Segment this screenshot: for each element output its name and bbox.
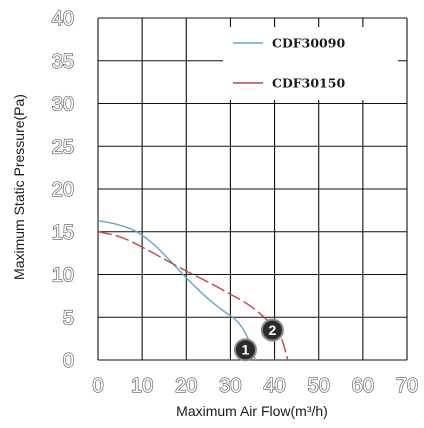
x-tick-label: 30	[219, 375, 241, 397]
point-markers: 12	[233, 318, 284, 362]
marker-label-2: 2	[268, 322, 276, 338]
y-tick-label: 30	[52, 94, 74, 116]
y-tick-label: 40	[52, 8, 74, 30]
legend-label-cdf30090: CDF30090	[272, 36, 345, 51]
marker-badge-2	[260, 318, 284, 342]
series-line-cdf30090	[97, 219, 256, 361]
x-tick-label: 20	[175, 375, 197, 397]
y-tick-label: 25	[52, 136, 74, 158]
x-tick-label: 10	[131, 375, 153, 397]
y-tick-label: 10	[52, 265, 74, 287]
y-tick-label: 15	[52, 222, 74, 244]
y-axis-title: Maximum Static Pressure(Pa)	[11, 94, 27, 280]
x-tick-label: 40	[263, 375, 285, 397]
x-tick-label: 70	[396, 375, 418, 397]
y-tick-labels: 0 5 10 15 20 25 30 35 40	[51, 7, 75, 372]
x-tick-label: 50	[308, 375, 330, 397]
y-tick-label: 20	[52, 179, 74, 201]
x-tick-labels: 0 10 20 30 40 50 60 70	[92, 374, 419, 397]
series-line-cdf30150	[97, 231, 289, 361]
y-tick-label: 5	[63, 307, 74, 329]
marker-label-1: 1	[242, 342, 250, 358]
x-tick-label: 0	[92, 375, 103, 397]
marker-badge-1	[233, 338, 257, 362]
legend-label-cdf30150: CDF30150	[272, 76, 345, 91]
series-lines	[97, 219, 289, 361]
y-tick-label: 35	[52, 51, 74, 73]
legend: CDF30090 CDF30150	[223, 27, 398, 100]
x-axis-title: Maximum Air Flow(m³/h)	[176, 403, 328, 419]
legend-box	[223, 27, 398, 100]
y-tick-label: 0	[63, 350, 74, 372]
x-tick-label: 60	[352, 375, 374, 397]
